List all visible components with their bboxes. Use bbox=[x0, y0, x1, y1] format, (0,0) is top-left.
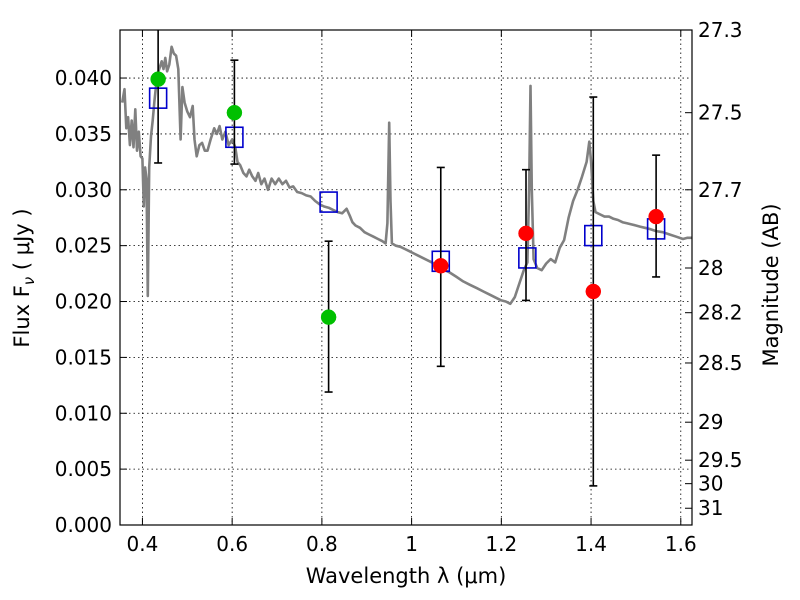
flux-data-point bbox=[433, 258, 449, 274]
y-tick-label: 0.005 bbox=[55, 457, 112, 481]
y2-tick-label: 27.7 bbox=[698, 178, 743, 202]
flux-data-point bbox=[320, 309, 337, 325]
x-tick-label: 0.6 bbox=[216, 532, 248, 556]
x-axis-label: Wavelength λ (μm) bbox=[306, 564, 507, 588]
flux-data-point bbox=[150, 71, 166, 87]
x-tick-label: 1.2 bbox=[485, 532, 517, 556]
x-tick-label: 0.4 bbox=[127, 532, 159, 556]
y2-tick-label: 27.3 bbox=[698, 18, 743, 42]
flux-data-point bbox=[226, 104, 243, 121]
y2-tick-label: 28 bbox=[698, 256, 723, 280]
model-photometry-box bbox=[319, 191, 338, 213]
y-tick-label: 0.020 bbox=[55, 290, 112, 314]
x-tick-label: 1.6 bbox=[665, 532, 697, 556]
y2-tick-label: 30 bbox=[698, 472, 723, 496]
grid bbox=[120, 30, 692, 526]
y-tick-label: 0.035 bbox=[55, 122, 112, 146]
y-tick-label: 0.030 bbox=[55, 178, 112, 202]
y2-tick-label: 29.5 bbox=[698, 448, 743, 472]
flux-data-point bbox=[585, 283, 602, 300]
plot-area bbox=[120, 45, 692, 306]
x-tick-label: 0.8 bbox=[306, 532, 338, 556]
model-photometry-box bbox=[518, 247, 537, 269]
y2-tick-label: 28.5 bbox=[698, 351, 743, 375]
y-tick-label: 0.040 bbox=[55, 66, 112, 90]
flux-data-point bbox=[518, 225, 534, 242]
y-tick-label: 0.015 bbox=[55, 345, 112, 369]
y2-tick-label: 28.2 bbox=[698, 301, 743, 325]
axes: 0.4 0.6 0.8 1 1.2 1.4 1.6 0.000 0.005 0.010 0.015 0… bbox=[55, 18, 743, 556]
y2-tick-label: 29 bbox=[698, 410, 723, 434]
y-tick-label: 0.025 bbox=[55, 234, 112, 258]
y-tick-label: 0.000 bbox=[55, 513, 112, 537]
y2-tick-label: 31 bbox=[698, 496, 723, 520]
plot-frame bbox=[119, 29, 693, 526]
y-axis-label-main: Flux F bbox=[10, 285, 34, 347]
marker-layer bbox=[148, 30, 666, 487]
y-axis-label-unit: ( μJy ) bbox=[10, 208, 34, 276]
y-tick-label: 0.010 bbox=[55, 401, 112, 425]
y2-axis-label: Magnitude (AB) bbox=[759, 203, 783, 366]
x-tick-label: 1 bbox=[405, 532, 418, 556]
y-axis-label: Flux Fν ( μJy ) bbox=[10, 208, 38, 347]
template-spectrum-line bbox=[120, 45, 692, 306]
flux-data-point bbox=[648, 208, 664, 225]
y-axis-label-sub: ν bbox=[20, 277, 38, 285]
x-tick-label: 1.4 bbox=[575, 532, 607, 556]
y2-tick-label: 27.5 bbox=[698, 101, 743, 125]
